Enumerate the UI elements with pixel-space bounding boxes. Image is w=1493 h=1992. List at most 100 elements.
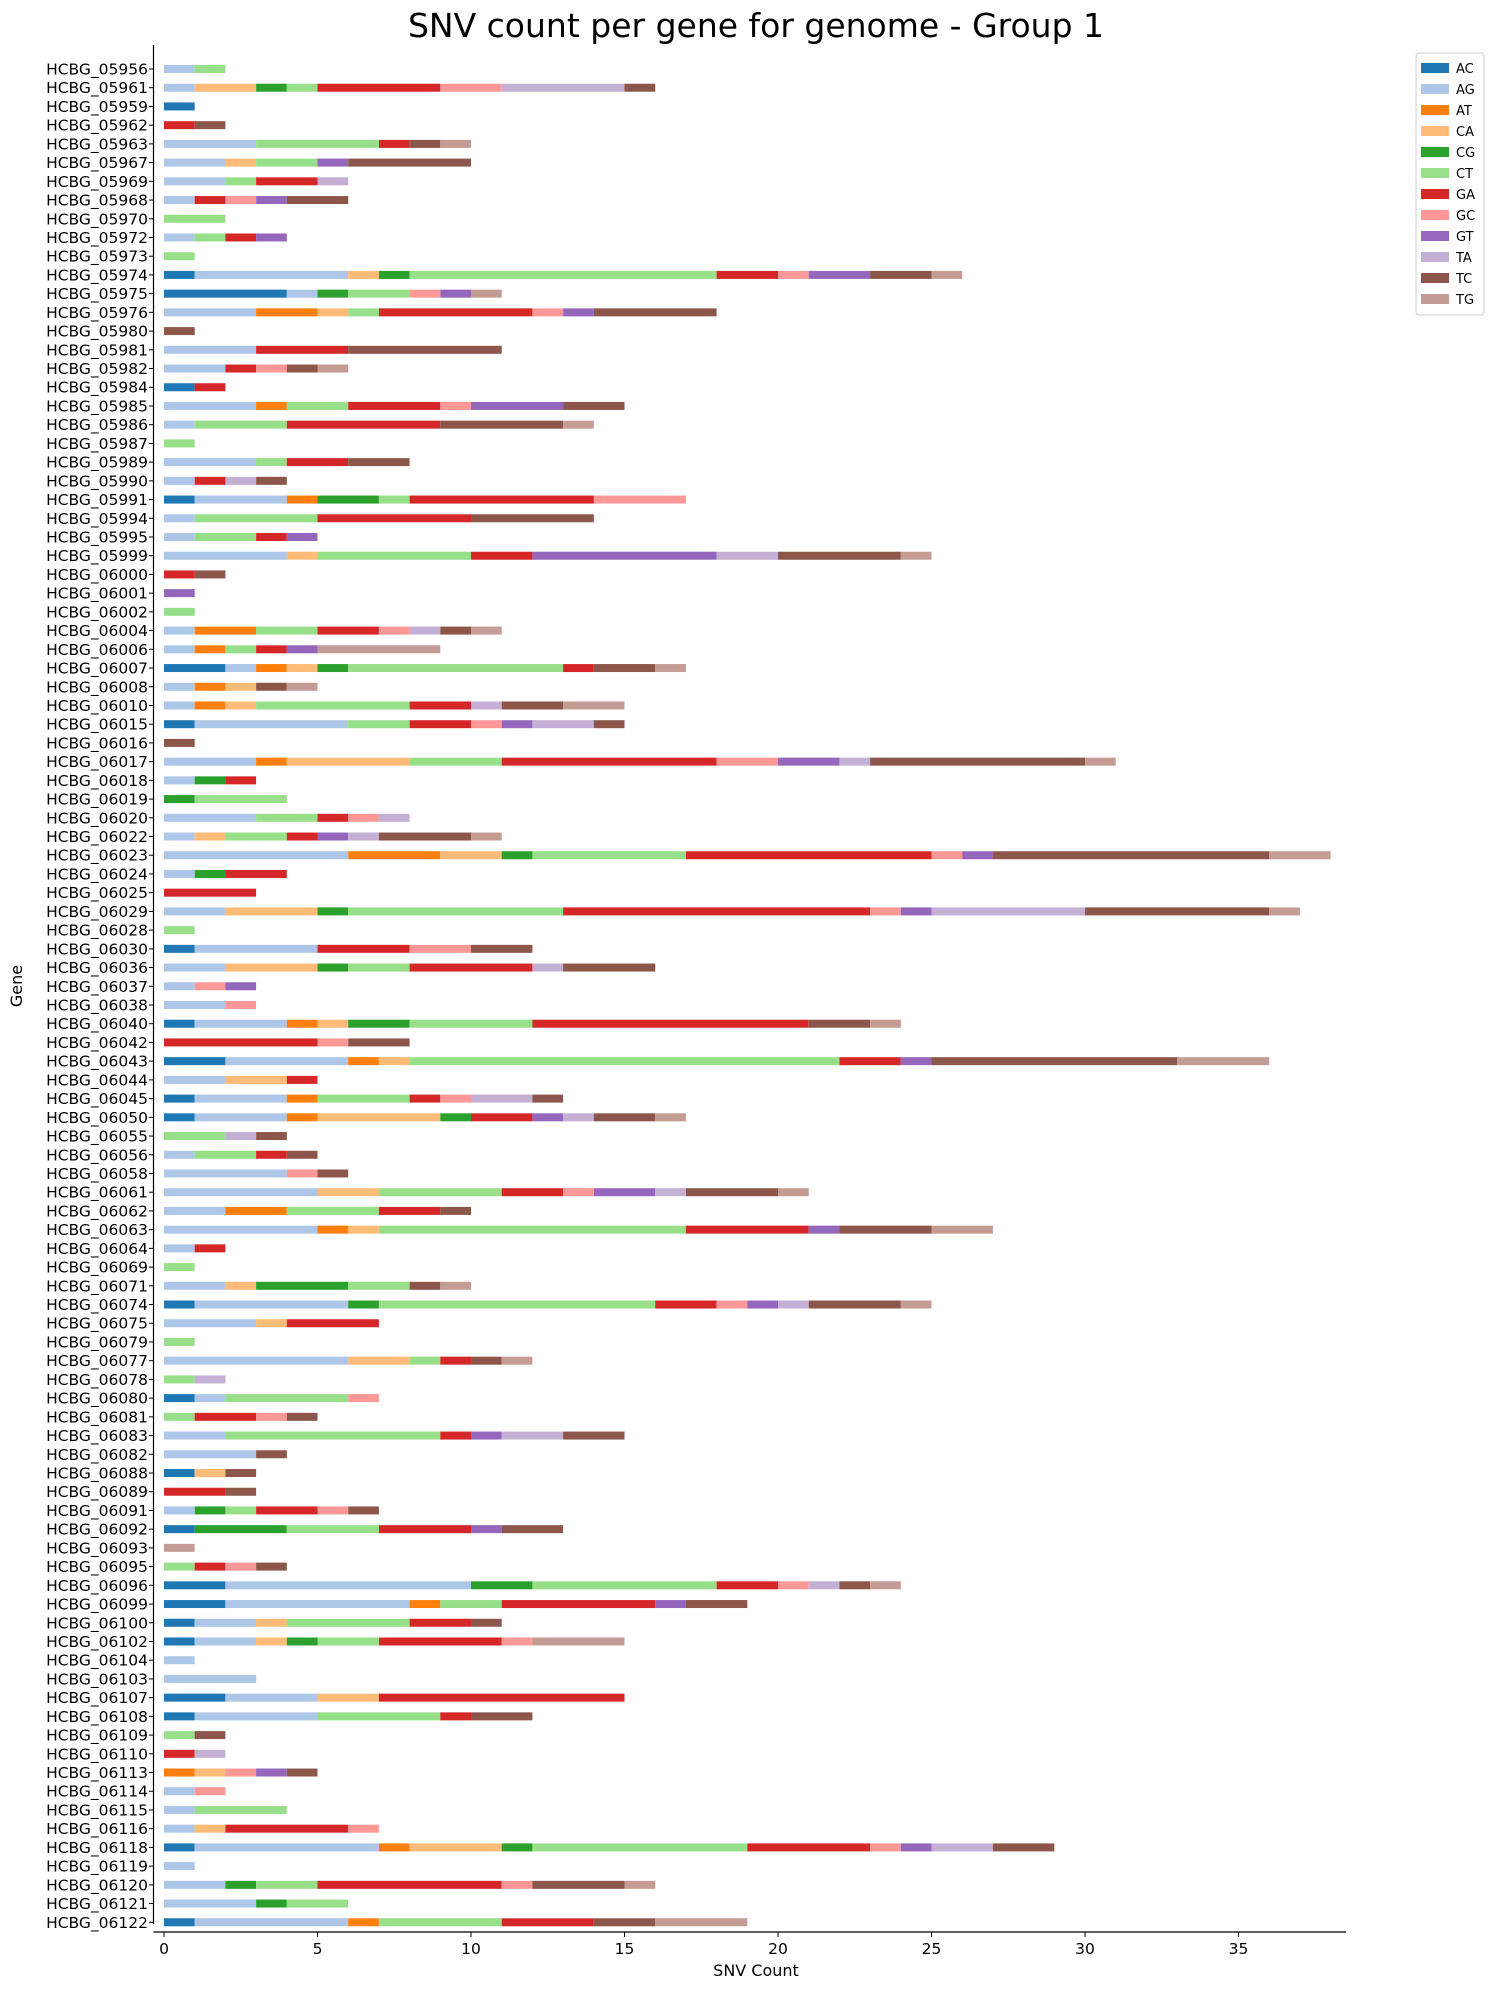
bar-segment-ag [164,401,257,410]
bar-segment-ag [164,1225,318,1234]
bar-segment-gt [286,533,318,541]
bar-segment-gt [593,1188,656,1197]
legend-swatch-ac [1421,63,1449,73]
bar-segment-ga [194,1244,226,1253]
gene-label: HCBG_06119 [46,1858,148,1877]
bar-segment-ag [225,1600,410,1609]
gene-label: HCBG_06020 [46,809,148,828]
bar-segment-tc [317,1169,349,1178]
legend-swatch-ta [1421,252,1449,262]
bar-segment-ga [839,1057,901,1066]
bar-segment-tc [839,1581,871,1590]
bar-segment-ag [164,1824,195,1833]
bar-segment-ca [256,1637,287,1646]
bar-segment-ac [164,102,195,111]
legend-label-tg: TG [1455,293,1474,308]
bar-segment-ag [164,1880,226,1889]
bar-segment-ag [194,270,349,279]
bar-segment-ag [164,813,257,822]
bar-segment-tc [256,1562,287,1571]
bar-segment-ca [256,1618,287,1627]
bar-segment-ga [378,139,410,148]
legend-label-ct: CT [1456,167,1473,182]
bar-segment-ct [164,214,226,223]
bar-segment-ga [225,233,257,242]
gene-label: HCBG_06061 [46,1184,148,1203]
bar-segment-ac [164,1581,226,1590]
bar-segment-tc [931,1057,1178,1066]
bar-segment-ag [164,345,257,354]
gene-label: HCBG_06069 [46,1259,148,1278]
bar-segment-ct [194,1150,257,1159]
bar-segment-gc [348,1394,379,1403]
gene-label: HCBG_06000 [46,566,148,585]
bar-segment-ga [378,308,533,317]
bar-segment-ag [164,1862,195,1871]
bar-segment-gt [225,982,257,991]
bar-segment-tg [563,701,625,710]
bar-segment-gc [317,1038,349,1047]
gene-label: HCBG_06103 [46,1670,148,1689]
gene-label: HCBG_06043 [46,1053,148,1072]
bar-segment-ag [164,1244,195,1253]
bar-segment-ca [378,1057,410,1066]
bar-segment-ga [409,1094,441,1103]
bar-segment-tc [471,1356,502,1365]
bar-segment-tg [655,1113,686,1122]
bar-segment-ga [440,1356,472,1365]
gene-label: HCBG_05967 [46,154,148,173]
x-tick-label: 0 [159,1940,169,1958]
bar-segment-ct [348,720,410,729]
legend-label-gt: GT [1456,230,1474,245]
bar-segment-ca [225,963,318,972]
bar-segment-cg [317,664,349,673]
gene-label: HCBG_05985 [46,397,148,416]
gene-label: HCBG_06042 [46,1034,148,1053]
gene-label: HCBG_06029 [46,903,148,922]
bar-segment-ca [348,1356,410,1365]
bar-segment-gc [532,308,564,317]
bar-segment-gc [378,626,410,635]
x-axis: 0 5 10 15 20 25 30 35 [153,1931,1346,1958]
bar-segment-ac [164,1057,226,1066]
bar-segment-tg [900,551,932,560]
bar-segment-at [194,701,226,710]
bar-segment-gt [317,158,349,167]
gene-label: HCBG_06002 [46,603,148,622]
bars-group [164,65,1331,1927]
bar-segment-ta [348,832,379,841]
bar-segment-ct [409,270,717,279]
legend-label-ca: CA [1456,125,1474,140]
bar-segment-ct [194,795,287,804]
bar-segment-ac [164,1600,226,1609]
gene-label: HCBG_06080 [46,1390,148,1409]
bar-segment-tc [194,121,226,130]
bar-segment-at [286,1094,318,1103]
bar-segment-ca [194,83,257,92]
bar-segment-ct [164,1337,195,1346]
bar-segment-ct [164,926,195,935]
bar-segment-ct [348,963,410,972]
bar-segment-ga [194,383,226,392]
bar-segment-gt [900,1843,932,1852]
bar-segment-ag [164,1188,318,1197]
gene-label: HCBG_06055 [46,1128,148,1147]
bar-segment-cg [378,270,410,279]
bar-segment-ta [378,813,410,822]
bar-segment-ga [501,1918,594,1927]
bar-segment-at [256,757,287,766]
bar-segment-ct [164,1412,195,1421]
bar-segment-ct [378,1188,502,1197]
bar-segment-ag [164,1450,257,1459]
bar-segment-ta [501,83,625,92]
bar-segment-gc [286,1169,318,1178]
bar-segment-tg [532,1637,625,1646]
bar-segment-ga [256,345,349,354]
gene-label: HCBG_06056 [46,1146,148,1165]
bar-segment-ct [256,158,318,167]
bar-segment-ca [317,1188,379,1197]
bar-segment-ct [348,308,379,317]
bar-segment-gt [532,551,717,560]
bar-segment-tc [870,757,1086,766]
bar-segment-tc [593,1918,656,1927]
